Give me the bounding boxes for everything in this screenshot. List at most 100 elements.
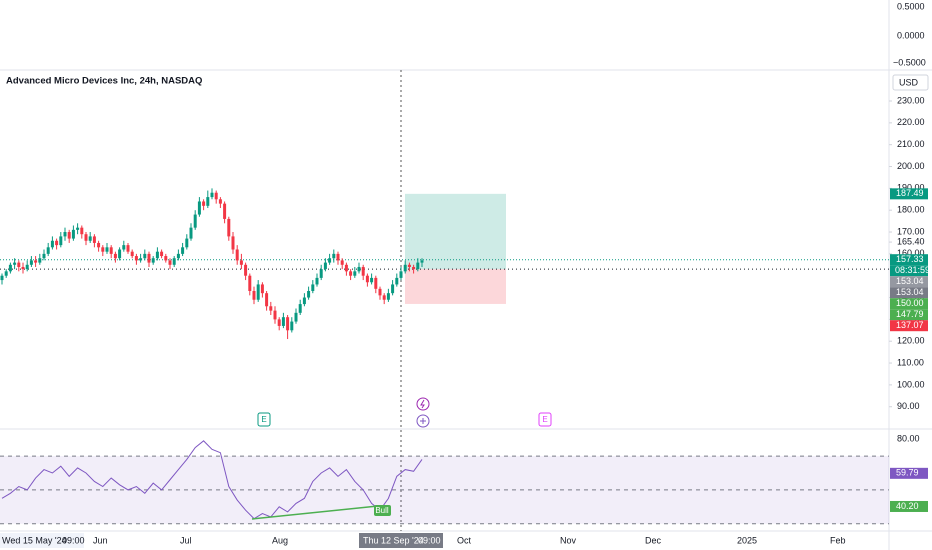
candle-body: [29, 260, 33, 265]
candle-body: [382, 295, 386, 300]
y-tick-label: 110.00: [897, 357, 924, 367]
earnings-icon[interactable]: [257, 412, 271, 427]
candle-body: [80, 227, 84, 235]
y-tick-label: 90.00: [897, 401, 920, 411]
time-label: Feb: [830, 535, 846, 545]
candle-body: [210, 192, 214, 198]
candle-body: [155, 251, 159, 259]
candle-body: [38, 258, 42, 263]
candle-body: [172, 258, 176, 265]
candle-body: [395, 277, 399, 285]
currency-button[interactable]: [892, 74, 929, 91]
candle-body: [151, 258, 155, 263]
y-tick-label: 120.00: [897, 336, 925, 346]
candle-body: [4, 271, 8, 276]
y-tick-label: 210.00: [897, 139, 925, 149]
rsi-tag-label: 40.20: [896, 501, 919, 511]
plot: 90.00100.00110.00120.00130.00140.00160.0…: [0, 95, 930, 548]
lightning: [420, 399, 425, 409]
price-tag: [890, 309, 928, 321]
price-tag-label: 157.33: [896, 254, 924, 264]
candle-body: [332, 253, 336, 259]
y-tick-label: 220.00: [897, 117, 925, 127]
price-tag: [890, 298, 928, 310]
candle-body: [235, 249, 239, 261]
candle-body: [143, 253, 147, 259]
candle-body: [374, 277, 378, 289]
candle-body: [281, 317, 285, 326]
currency: USD: [899, 77, 919, 87]
candle-body: [269, 306, 273, 311]
candle-body: [239, 260, 243, 265]
candle-body: [189, 227, 193, 239]
time-label: Thu 12 Sep '24: [363, 535, 424, 545]
candle-body: [361, 266, 365, 276]
candle-body: [403, 264, 407, 272]
y-tick-label: 180.00: [897, 205, 925, 215]
candle-body: [160, 251, 164, 257]
time-label: Jul: [180, 535, 192, 545]
candle-body: [206, 197, 210, 206]
earnings-label: E: [542, 415, 547, 424]
candle-body: [130, 251, 134, 257]
y-tick-label: 230.00: [897, 95, 925, 105]
candle-body: [34, 260, 38, 263]
candle-body: [319, 269, 323, 278]
candle-body: [118, 249, 122, 259]
earnings-label: E: [261, 415, 266, 424]
candle-body: [386, 293, 390, 300]
time-label: Dec: [645, 535, 662, 545]
candle-body: [416, 262, 420, 270]
candle-body: [21, 266, 25, 270]
candle-body: [307, 290, 311, 298]
candle-body: [412, 266, 416, 270]
time-label: 09:00: [418, 535, 441, 545]
candle-body: [231, 236, 235, 250]
candle-body: [164, 256, 168, 261]
candle-body: [277, 319, 281, 326]
y-tick-label: 190.00: [897, 183, 925, 193]
candle-body: [302, 297, 306, 305]
price-tag: [890, 320, 928, 332]
top-axis-label: 0.0000: [897, 30, 925, 40]
candle-body: [357, 266, 361, 272]
price-tag-label: 153.04: [896, 276, 924, 286]
candle-body: [344, 264, 348, 272]
candle-body: [391, 284, 395, 294]
candle-body: [17, 262, 21, 267]
candle-body: [407, 264, 411, 267]
rsi-tag: [890, 500, 928, 512]
candle-body: [71, 229, 75, 239]
top-axis-label: −0.5000: [893, 57, 926, 67]
earnings-icon[interactable]: [538, 412, 552, 427]
candle-body: [181, 247, 185, 254]
candle-body: [42, 253, 46, 259]
candle-body: [273, 310, 277, 320]
price-tag-label: 187.49: [896, 188, 924, 198]
price-tag: [890, 287, 928, 299]
candle-body: [328, 258, 332, 263]
loss-zone: [405, 269, 506, 304]
candle-body: [256, 284, 260, 300]
dividend-icon[interactable]: [416, 397, 430, 411]
y-tick-label: 200.00: [897, 161, 925, 171]
signal-badge: [374, 505, 391, 516]
candle-body: [244, 264, 248, 276]
candle-body: [370, 277, 374, 283]
candle-body: [248, 275, 252, 291]
time-label: Aug: [272, 535, 288, 545]
candle-body: [193, 214, 197, 228]
candle-body: [88, 236, 92, 241]
candle-body: [97, 242, 101, 248]
time-label: 09:00: [62, 535, 85, 545]
candle-body: [323, 262, 327, 270]
candle-body: [286, 317, 290, 331]
time-label: Wed 15 May '24: [2, 535, 67, 545]
y-tick-label: 160.00: [897, 248, 925, 258]
candle-body: [290, 321, 294, 331]
candle-body: [76, 227, 80, 230]
candle-body: [365, 275, 369, 283]
signal-label: Bull: [375, 506, 389, 515]
candle-body: [134, 256, 138, 261]
candle-body: [294, 312, 298, 322]
